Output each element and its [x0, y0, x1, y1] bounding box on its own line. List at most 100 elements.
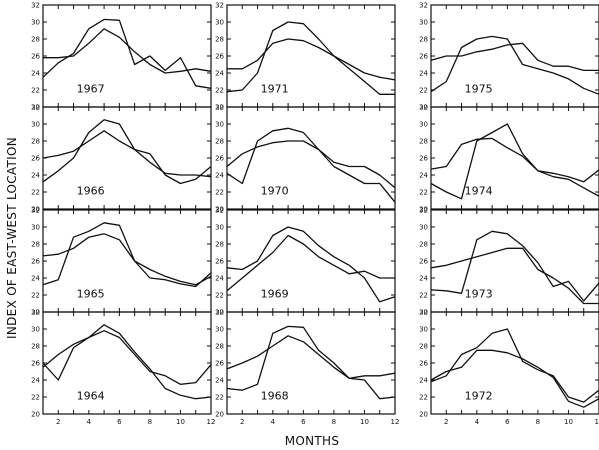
series-line-1 — [42, 324, 212, 400]
y-tick-label: 26 — [215, 53, 224, 61]
y-tick-label: 26 — [215, 155, 224, 163]
y-tick-label: 22 — [31, 87, 40, 95]
x-axis-title: MONTHS — [285, 434, 340, 448]
y-tick-label: 20 — [419, 206, 428, 214]
x-tick-label: 12 — [207, 418, 216, 426]
y-tick-label: 24 — [215, 377, 224, 385]
series-line-2 — [430, 137, 599, 183]
panel-frame — [226, 4, 396, 108]
y-tick-label: 28 — [215, 36, 224, 44]
panel-frame — [226, 209, 396, 313]
y-tick-label: 22 — [419, 292, 428, 300]
panel-year-label: 1972 — [465, 390, 493, 403]
y-tick-label: 28 — [215, 343, 224, 351]
x-tick-label: 2 — [240, 418, 244, 426]
series-line-1 — [226, 127, 396, 203]
series-line-1 — [430, 35, 599, 95]
series-line-1 — [226, 325, 396, 400]
panel-frame — [42, 106, 212, 210]
panel-year-label: 1966 — [77, 185, 105, 198]
y-tick-label: 20 — [31, 104, 40, 112]
y-tick-label: 28 — [31, 36, 40, 44]
series-line-2 — [42, 330, 212, 385]
x-tick-label: 2 — [56, 418, 60, 426]
y-tick-label: 26 — [31, 360, 40, 368]
series-line-2 — [227, 38, 396, 81]
y-tick-label: 24 — [419, 275, 428, 283]
panel-1965: 20 22 24 26 28 30 32 1965 — [31, 207, 212, 317]
series-line-1 — [42, 222, 212, 288]
series-line-2 — [43, 28, 212, 74]
x-tick-label: 8 — [332, 418, 336, 426]
panel-year-label: 1970 — [261, 185, 289, 198]
y-tick-label: 28 — [419, 241, 428, 249]
series-line-2 — [226, 234, 395, 292]
y-tick-label: 24 — [215, 70, 224, 78]
y-tick-label: 28 — [31, 138, 40, 146]
x-tick-label: 2 — [444, 418, 448, 426]
x-tick-label: 12 — [391, 418, 400, 426]
y-tick-label: 28 — [215, 241, 224, 249]
series-line-1 — [42, 18, 212, 89]
y-tick-label: 22 — [419, 394, 428, 402]
y-tick-label: 30 — [419, 326, 428, 334]
y-tick-label: 26 — [31, 53, 40, 61]
y-tick-label: 32 — [419, 207, 428, 215]
panel-year-label: 1965 — [77, 288, 105, 301]
series-line-2 — [42, 233, 212, 286]
y-tick-label: 30 — [31, 121, 40, 129]
panels: 2022242628303219672022242628303219662022… — [31, 2, 599, 427]
series-line-1 — [430, 230, 599, 302]
x-tick-label: 10 — [564, 418, 573, 426]
series-line-2 — [430, 42, 599, 72]
y-tick-label: 30 — [31, 224, 40, 232]
panel-year-label: 1973 — [465, 288, 493, 301]
y-tick-label: 20 — [31, 309, 40, 317]
panel-1975: 20 22 24 26 28 30 32 1975 — [419, 2, 599, 112]
y-tick-label: 24 — [215, 275, 224, 283]
y-tick-label: 26 — [419, 360, 428, 368]
y-tick-label: 26 — [419, 258, 428, 266]
panel-frame — [226, 106, 396, 210]
x-tick-label: 6 — [505, 418, 510, 426]
y-tick-label: 32 — [215, 207, 224, 215]
panel-1966: 20 22 24 26 28 30 32 1966 — [31, 104, 212, 214]
y-tick-label: 30 — [419, 224, 428, 232]
y-tick-label: 22 — [31, 292, 40, 300]
y-tick-label: 24 — [419, 172, 428, 180]
panel-1972: 20222426283032246810121972 — [419, 309, 599, 426]
panel-year-label: 1974 — [465, 185, 493, 198]
panel-frame — [430, 106, 599, 210]
y-tick-label: 32 — [31, 104, 40, 112]
y-tick-label: 26 — [419, 53, 428, 61]
x-tick-label: 8 — [148, 418, 152, 426]
y-tick-label: 24 — [31, 172, 40, 180]
y-tick-label: 22 — [419, 87, 428, 95]
panel-frame — [430, 209, 599, 313]
y-tick-label: 22 — [215, 87, 224, 95]
x-tick-label: 6 — [117, 418, 122, 426]
y-tick-label: 24 — [31, 70, 40, 78]
y-tick-label: 28 — [31, 343, 40, 351]
y-tick-label: 32 — [419, 309, 428, 317]
y-tick-label: 32 — [31, 2, 40, 10]
series-line-1 — [42, 119, 212, 185]
series-line-1 — [226, 21, 395, 95]
panel-frame — [42, 311, 212, 415]
x-tick-label: 4 — [475, 418, 480, 426]
y-tick-label: 32 — [215, 2, 224, 10]
y-tick-label: 30 — [215, 224, 224, 232]
y-tick-label: 30 — [215, 326, 224, 334]
x-tick-label: 4 — [87, 418, 92, 426]
series-line-1 — [226, 226, 396, 303]
y-tick-label: 24 — [31, 275, 40, 283]
y-tick-label: 20 — [215, 309, 224, 317]
panel-1970: 20 22 24 26 28 30 32 1970 — [215, 104, 396, 214]
series-line-1 — [430, 328, 599, 403]
x-tick-label: 8 — [536, 418, 540, 426]
y-tick-label: 28 — [419, 343, 428, 351]
y-tick-label: 30 — [419, 121, 428, 129]
y-tick-label: 32 — [31, 309, 40, 317]
